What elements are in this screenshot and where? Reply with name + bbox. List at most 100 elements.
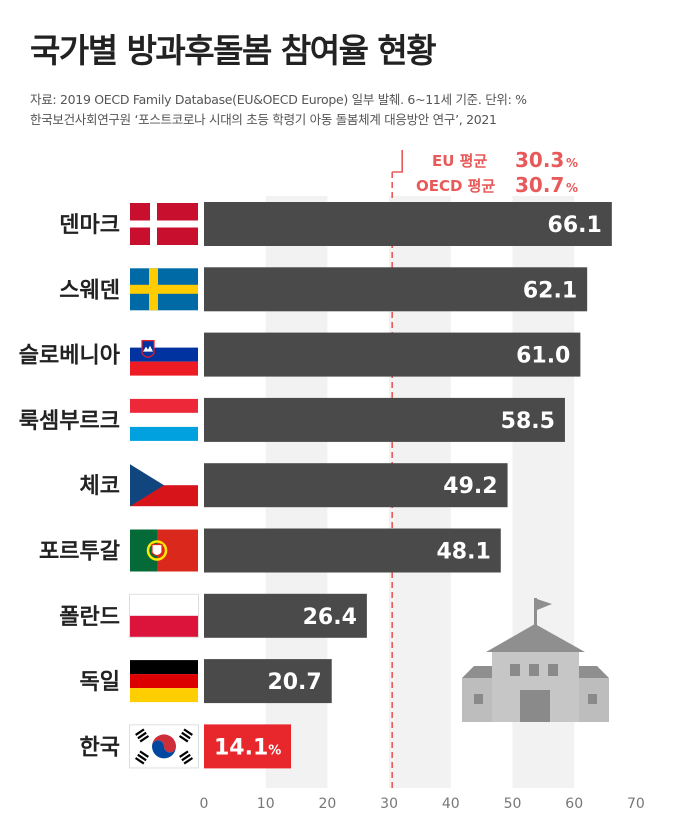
trigram-bar: [139, 735, 150, 743]
eu-average-label: EU 평균: [432, 152, 487, 170]
bar: [204, 332, 581, 377]
bar-row: 포르투갈 48.1: [39, 528, 501, 573]
bar: [204, 267, 588, 312]
flag-border: [129, 593, 199, 638]
slovenia-flag: [130, 333, 198, 376]
bar: [204, 659, 332, 704]
category-label: 포르투갈: [39, 540, 120, 565]
flag-part: [130, 220, 198, 228]
trigram: [179, 750, 194, 765]
bar: [204, 397, 565, 442]
armillary-sphere: [146, 540, 168, 561]
bar-row: 체코 49.2: [80, 463, 508, 508]
source-line-2: 한국보건사회연구원 ‘포스트코로나 시대의 초등 학령기 아동 돌봄체계 대응방…: [30, 112, 497, 127]
category-label: 한국: [80, 735, 120, 760]
sweden-flag: [130, 268, 198, 311]
category-label: 독일: [80, 670, 120, 695]
x-axis-ticks: 0 10 20 30 40 50 60 70: [200, 796, 645, 812]
flag-part: [130, 398, 198, 413]
coat-of-arms: [141, 340, 155, 358]
bar: [204, 593, 367, 638]
trigram: [135, 728, 150, 743]
portugal-flag: [130, 529, 198, 572]
denmark-flag: [130, 203, 198, 245]
category-label: 덴마크: [59, 213, 120, 238]
bar: [204, 724, 291, 769]
school-building-icon: [462, 598, 609, 722]
bar: [204, 463, 508, 508]
bar-row: 독일 20.7: [80, 659, 332, 704]
flag-part: [130, 347, 198, 362]
flag-part: [130, 688, 198, 703]
bar: [204, 528, 501, 573]
eu-average-unit: %: [566, 156, 578, 170]
flag-part: [130, 615, 198, 637]
bar-value-label: 14.1%: [214, 735, 281, 760]
bar-row: 폴란드 26.4: [59, 593, 367, 638]
oecd-average-label: OECD 평균: [416, 177, 495, 195]
flag-part: [130, 361, 198, 376]
trigram-bar: [181, 731, 191, 740]
category-label: 폴란드: [59, 605, 120, 630]
poland-flag: [129, 593, 199, 638]
flag-part: [130, 594, 198, 616]
flag-part: [157, 529, 198, 572]
flag-part: [130, 412, 198, 427]
czech-flag: [130, 464, 198, 507]
trigram: [178, 728, 193, 743]
average-bracket: [392, 150, 403, 173]
coat-of-arms: [143, 345, 153, 352]
x-tick-label: 0: [200, 796, 209, 812]
source-line-1: 자료: 2019 OECD Family Database(EU&OECD Eu…: [30, 92, 527, 107]
trigram-bar: [183, 757, 194, 765]
flag-triangle: [130, 464, 164, 507]
x-tick-label: 20: [318, 796, 336, 812]
x-tick-label: 60: [565, 796, 583, 812]
bar-row: 한국 14.1%: [80, 724, 291, 769]
page-title: 국가별 방과후돌봄 참여율 현황: [30, 31, 437, 70]
flag-part: [130, 333, 198, 348]
germany-flag: [130, 660, 198, 703]
bar-value-label: 61.0: [516, 344, 570, 369]
bar-row: 덴마크 66.1: [59, 202, 612, 246]
x-tick-label: 50: [504, 796, 522, 812]
trigram-bar: [135, 728, 145, 736]
trigram-bar: [139, 750, 149, 758]
bar-row: 슬로베니아 61.0: [19, 332, 581, 377]
bar-value-label: 58.5: [501, 409, 555, 434]
category-label: 슬로베니아: [19, 344, 121, 369]
oecd-average-value: 30.7: [515, 173, 564, 197]
bar-row: 룩셈부르크 58.5: [19, 397, 565, 442]
taegeuk-blue: [152, 740, 176, 759]
bar-row: 스웨덴 62.1: [59, 267, 588, 312]
trigram-bar: [137, 753, 147, 762]
category-label: 룩셈부르크: [19, 409, 120, 434]
bar-value-label: 66.1: [548, 213, 602, 238]
trigram-bar: [183, 728, 193, 736]
x-tick-label: 70: [627, 796, 645, 812]
taegeuk-red: [152, 734, 176, 753]
bar: [204, 202, 612, 246]
trigram-bar: [178, 735, 189, 743]
x-tick-label: 30: [380, 796, 398, 812]
flag-border: [129, 724, 199, 769]
shield: [151, 543, 163, 557]
flag-part: [130, 284, 198, 294]
trigram-bar: [134, 757, 145, 765]
trigram: [134, 750, 149, 765]
korea-flag: [129, 724, 199, 769]
x-tick-label: 10: [257, 796, 275, 812]
bar-value-label: 20.7: [267, 670, 321, 695]
bar-value-label: 26.4: [303, 605, 357, 630]
eu-average-value: 30.3: [515, 148, 564, 172]
bar-value-label: 48.1: [436, 540, 490, 565]
category-label: 체코: [80, 474, 120, 499]
x-tick-label: 40: [442, 796, 460, 812]
trigram-bar: [181, 753, 191, 762]
bar-value-label: 49.2: [443, 474, 497, 499]
bar-rows: 덴마크 66.1 스웨덴 62.1 슬로베니아 61.0 룩셈부르크 58.5 체코 49.2 포르…: [19, 202, 612, 769]
flag-part: [130, 660, 198, 675]
oecd-average-unit: %: [566, 181, 578, 195]
